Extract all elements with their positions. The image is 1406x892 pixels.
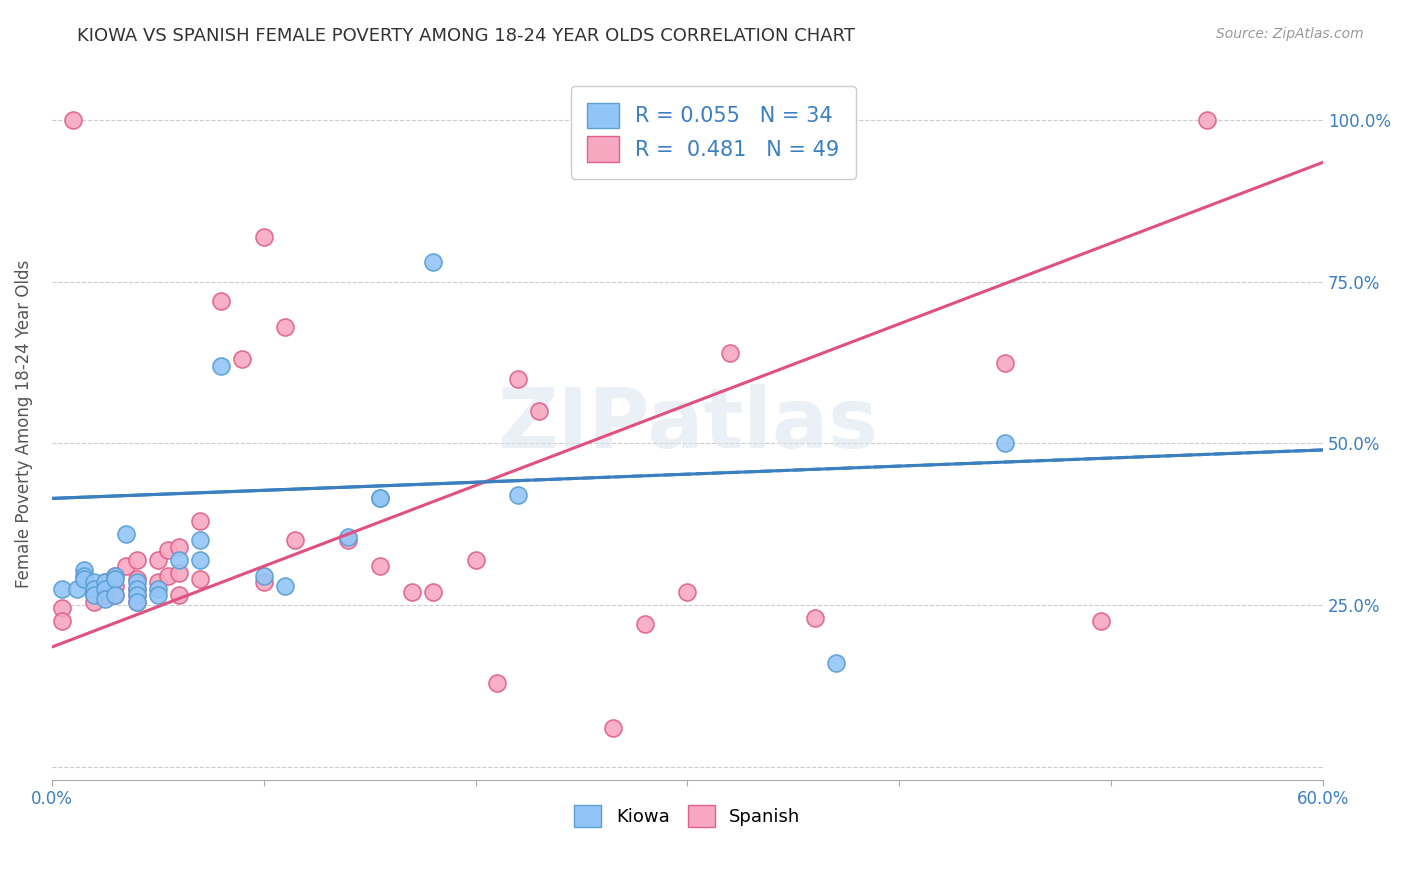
Point (125, 588, 148, 602)
Point (1195, 113, 1218, 128)
Point (104, 579, 127, 593)
Point (188, 514, 211, 528)
Point (634, 617, 657, 632)
Text: KIOWA VS SPANISH FEMALE POVERTY AMONG 18-24 YEAR OLDS CORRELATION CHART: KIOWA VS SPANISH FEMALE POVERTY AMONG 18… (77, 27, 855, 45)
Point (51, 601, 73, 615)
Point (253, 229, 276, 244)
Point (125, 575, 148, 590)
Point (253, 569, 276, 583)
Point (167, 540, 190, 554)
Point (994, 356, 1017, 370)
Point (368, 491, 391, 506)
Point (62, 113, 84, 128)
Legend: Kiowa, Spanish: Kiowa, Spanish (567, 798, 807, 835)
Point (422, 585, 444, 599)
Point (83, 575, 105, 590)
Point (93, 582, 115, 596)
Point (209, 294, 232, 309)
Point (93, 582, 115, 596)
Point (51, 582, 73, 596)
Point (104, 588, 127, 602)
Point (125, 582, 148, 596)
Point (231, 352, 253, 367)
Point (146, 575, 169, 590)
Y-axis label: Female Poverty Among 18-24 Year Olds: Female Poverty Among 18-24 Year Olds (15, 260, 32, 588)
Point (72, 572, 94, 586)
Point (506, 372, 529, 386)
Point (337, 533, 360, 548)
Point (93, 575, 115, 590)
Point (368, 559, 391, 574)
Point (104, 569, 127, 583)
Point (368, 491, 391, 506)
Point (994, 436, 1017, 450)
Point (104, 569, 127, 583)
Point (93, 591, 115, 606)
Point (125, 572, 148, 586)
Point (284, 533, 307, 548)
Point (209, 359, 232, 373)
Point (157, 543, 180, 558)
Point (115, 527, 138, 541)
Point (93, 588, 115, 602)
Point (422, 255, 444, 269)
Point (83, 582, 105, 596)
Point (125, 595, 148, 609)
Point (146, 588, 169, 602)
Text: Source: ZipAtlas.com: Source: ZipAtlas.com (1216, 27, 1364, 41)
Point (72, 569, 94, 583)
Point (83, 582, 105, 596)
Point (51, 614, 73, 628)
Point (72, 562, 94, 576)
Point (167, 553, 190, 567)
Point (104, 572, 127, 586)
Point (125, 553, 148, 567)
Point (115, 559, 138, 574)
Point (464, 553, 486, 567)
Point (93, 575, 115, 590)
Point (337, 530, 360, 544)
Point (83, 595, 105, 609)
Point (104, 588, 127, 602)
Point (125, 595, 148, 609)
Point (188, 572, 211, 586)
Point (718, 346, 741, 360)
Point (527, 404, 550, 418)
Point (125, 582, 148, 596)
Point (824, 657, 846, 671)
Point (125, 588, 148, 602)
Point (188, 533, 211, 548)
Point (66, 582, 89, 596)
Point (602, 721, 624, 735)
Point (803, 611, 825, 625)
Point (188, 553, 211, 567)
Point (157, 569, 180, 583)
Point (146, 553, 169, 567)
Point (485, 675, 508, 690)
Point (506, 488, 529, 502)
Point (274, 579, 297, 593)
Point (146, 582, 169, 596)
Point (167, 566, 190, 580)
Point (83, 588, 105, 602)
Point (83, 588, 105, 602)
Point (1090, 614, 1112, 628)
Point (274, 320, 297, 334)
Point (676, 585, 699, 599)
Point (167, 588, 190, 602)
Point (401, 585, 423, 599)
Text: ZIPatlas: ZIPatlas (496, 384, 877, 465)
Point (253, 575, 276, 590)
